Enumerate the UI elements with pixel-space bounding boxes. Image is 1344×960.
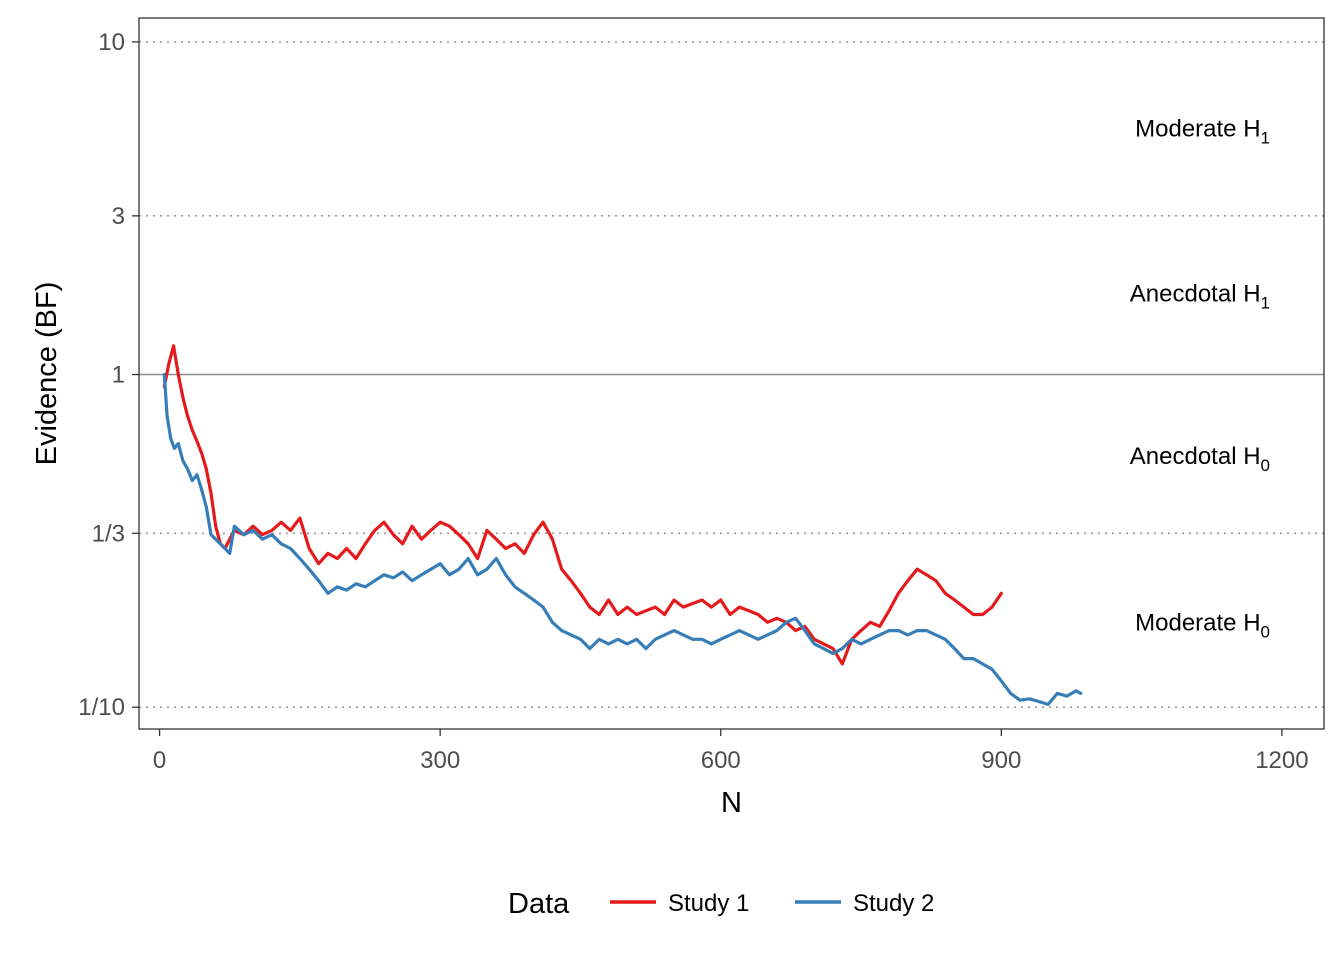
region-label: Moderate H0 <box>1135 609 1270 641</box>
region-label-main: Anecdotal H <box>1130 281 1261 308</box>
x-tick-label: 300 <box>420 747 460 774</box>
x-tick-label: 1200 <box>1255 747 1308 774</box>
x-tick-label: 600 <box>701 747 741 774</box>
reference-lines <box>139 41 1324 709</box>
region-label-subscript: 1 <box>1261 294 1270 313</box>
y-axis-title: Evidence (BF) <box>31 282 63 466</box>
region-label-subscript: 0 <box>1261 456 1270 475</box>
region-label-subscript: 0 <box>1261 622 1270 641</box>
legend-label-2: Study 2 <box>853 890 934 917</box>
y-tick-label: 3 <box>112 203 125 230</box>
region-label-subscript: 1 <box>1261 128 1270 147</box>
region-label: Anecdotal H1 <box>1130 281 1270 313</box>
y-tick-label: 1 <box>112 362 125 389</box>
x-axis: 0 300 600 900 1200 <box>153 729 1309 774</box>
y-axis: 1/10 1/3 1 3 10 <box>78 29 139 721</box>
legend-title: Data <box>508 888 570 920</box>
series-line-1 <box>162 344 1003 666</box>
x-tick-label: 0 <box>153 747 166 774</box>
legend: Data Study 1 Study 2 <box>508 888 934 920</box>
region-label-main: Moderate H <box>1135 609 1260 636</box>
region-label-main: Anecdotal H <box>1130 443 1261 470</box>
region-label: Moderate H1 <box>1135 115 1270 147</box>
series-line-2 <box>162 373 1083 707</box>
panel-border <box>138 17 1325 730</box>
x-tick-label: 900 <box>981 747 1021 774</box>
y-tick-label: 10 <box>98 29 125 56</box>
series-lines <box>162 344 1083 707</box>
region-label: Anecdotal H0 <box>1130 443 1270 475</box>
region-label-main: Moderate H <box>1135 115 1260 142</box>
x-axis-title: N <box>721 787 742 819</box>
y-tick-label: 1/3 <box>92 520 125 547</box>
legend-label-1: Study 1 <box>668 890 749 917</box>
y-tick-label: 1/10 <box>78 694 125 721</box>
